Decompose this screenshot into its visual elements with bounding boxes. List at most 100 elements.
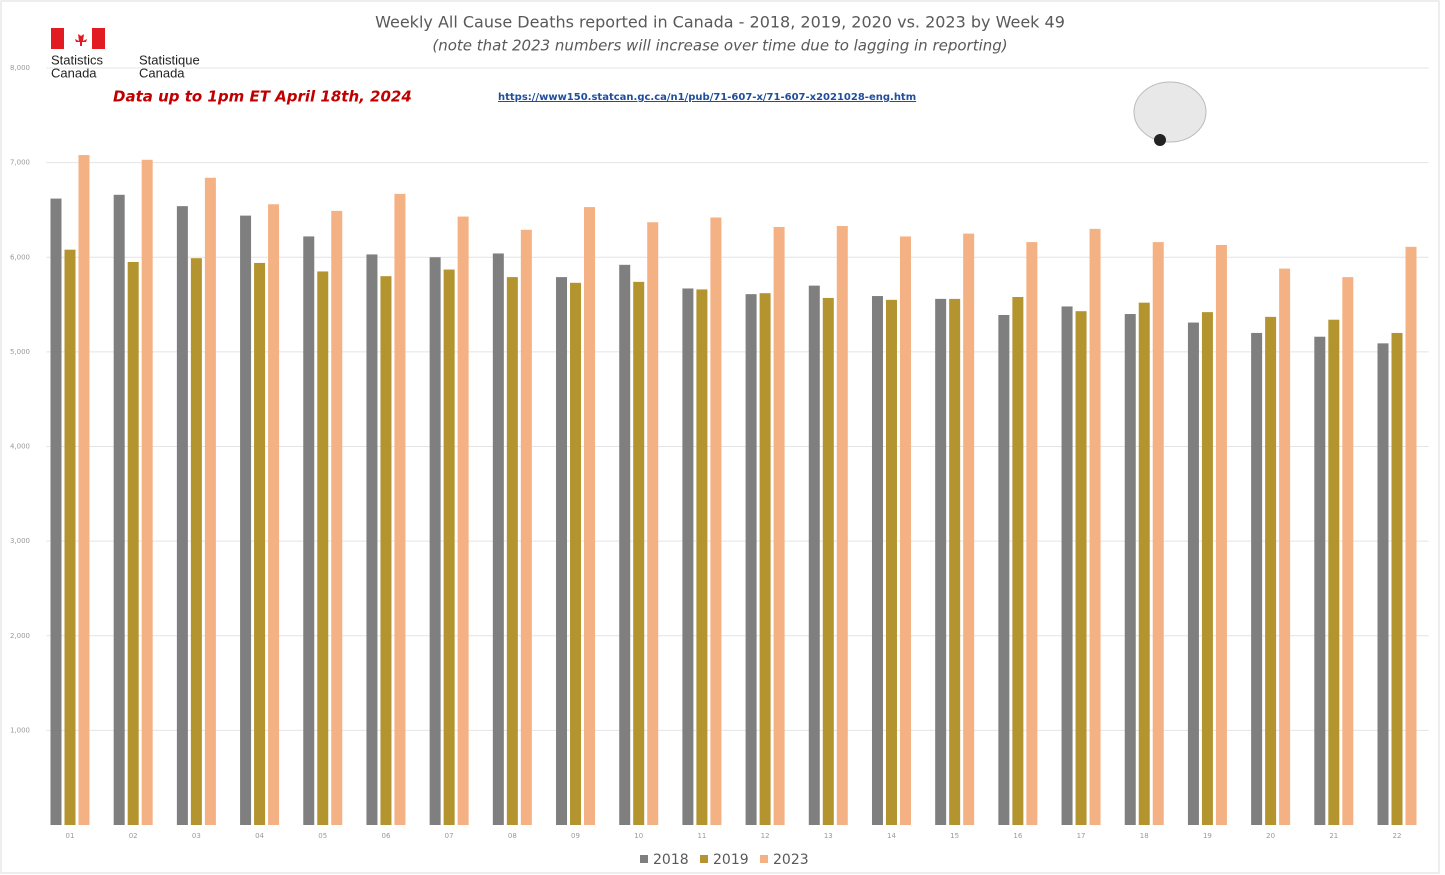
x-tick-label: 12 (761, 832, 770, 840)
x-tick-label: 22 (1393, 832, 1402, 840)
bar (1125, 314, 1136, 825)
data-note: Data up to 1pm ET April 18th, 2024 (113, 88, 412, 106)
bar (682, 288, 693, 825)
x-tick-label: 17 (1077, 832, 1086, 840)
chart: Weekly All Cause Deaths reported in Cana… (0, 0, 1445, 875)
bar (64, 250, 75, 825)
bar (998, 315, 1009, 825)
x-tick-label: 10 (634, 832, 643, 840)
bar (128, 262, 139, 825)
x-tick-label: 11 (697, 832, 706, 840)
y-tick-label: 2,000 (10, 632, 30, 640)
x-tick-label: 19 (1203, 832, 1212, 840)
x-tick-label: 04 (255, 832, 264, 840)
x-tick-label: 05 (318, 832, 327, 840)
x-tick-label: 15 (950, 832, 959, 840)
bar (394, 194, 405, 825)
bar (1216, 245, 1227, 825)
legend-swatch (700, 855, 708, 863)
bar (774, 227, 785, 825)
x-tick-label: 14 (887, 832, 896, 840)
bar (521, 230, 532, 825)
bar (760, 293, 771, 825)
source-link[interactable]: https://www150.statcan.gc.ca/n1/pub/71-6… (498, 92, 916, 103)
x-tick-label: 18 (1140, 832, 1149, 840)
legend-label: 2019 (713, 852, 749, 868)
bar (647, 222, 658, 825)
y-tick-label: 7,000 (10, 159, 30, 167)
bar (240, 216, 251, 825)
y-tick-label: 4,000 (10, 443, 30, 451)
x-tick-label: 07 (445, 832, 454, 840)
bar (872, 296, 883, 825)
bar (331, 211, 342, 825)
y-tick-label: 6,000 (10, 253, 30, 261)
x-tick-label: 03 (192, 832, 201, 840)
bar (1026, 242, 1037, 825)
bar (458, 217, 469, 825)
bar (1153, 242, 1164, 825)
x-tick-label: 01 (66, 832, 75, 840)
bar (303, 236, 314, 825)
y-tick-label: 1,000 (10, 726, 30, 734)
bar (366, 254, 377, 825)
bar (205, 178, 216, 825)
legend-swatch (640, 855, 648, 863)
legend-label: 2023 (773, 852, 809, 868)
x-tick-label: 02 (129, 832, 138, 840)
y-tick-label: 5,000 (10, 348, 30, 356)
bar (963, 234, 974, 825)
bar (886, 300, 897, 825)
bar (1279, 269, 1290, 825)
bar (837, 226, 848, 825)
bar (380, 276, 391, 825)
wolf-logo (1134, 82, 1206, 146)
bar (1202, 312, 1213, 825)
bar (177, 206, 188, 825)
bar (949, 299, 960, 825)
bar (1314, 337, 1325, 825)
bar (1090, 229, 1101, 825)
x-tick-label: 16 (1013, 832, 1022, 840)
bar (809, 286, 820, 825)
bar (191, 258, 202, 825)
bar (900, 236, 911, 825)
bar (1342, 277, 1353, 825)
bar (444, 270, 455, 825)
bar (493, 253, 504, 825)
bar (507, 277, 518, 825)
bar (317, 271, 328, 825)
bar (935, 299, 946, 825)
bar (556, 277, 567, 825)
x-tick-label: 13 (824, 832, 833, 840)
bar (696, 289, 707, 825)
bar (1188, 323, 1199, 825)
bar (268, 204, 279, 825)
bar (1012, 297, 1023, 825)
bar (710, 218, 721, 825)
chart-subtitle: (note that 2023 numbers will increase ov… (432, 37, 1007, 55)
bar (746, 294, 757, 825)
bar (633, 282, 644, 825)
bar (50, 199, 61, 825)
bar (430, 257, 441, 825)
logo-flag (51, 28, 105, 49)
legend-swatch (760, 855, 768, 863)
bar (1265, 317, 1276, 825)
bar (823, 298, 834, 825)
bar (1062, 306, 1073, 825)
bar (1378, 343, 1389, 825)
x-tick-label: 21 (1329, 832, 1338, 840)
bar (584, 207, 595, 825)
chart-title: Weekly All Cause Deaths reported in Cana… (375, 13, 1065, 32)
bar (254, 263, 265, 825)
bar (142, 160, 153, 825)
y-tick-label: 3,000 (10, 537, 30, 545)
x-tick-label: 09 (571, 832, 580, 840)
bar (114, 195, 125, 825)
legend-label: 2018 (653, 852, 689, 868)
bar (78, 155, 89, 825)
y-tick-label: 8,000 (10, 64, 30, 72)
x-tick-label: 20 (1266, 832, 1275, 840)
bar (1139, 303, 1150, 825)
